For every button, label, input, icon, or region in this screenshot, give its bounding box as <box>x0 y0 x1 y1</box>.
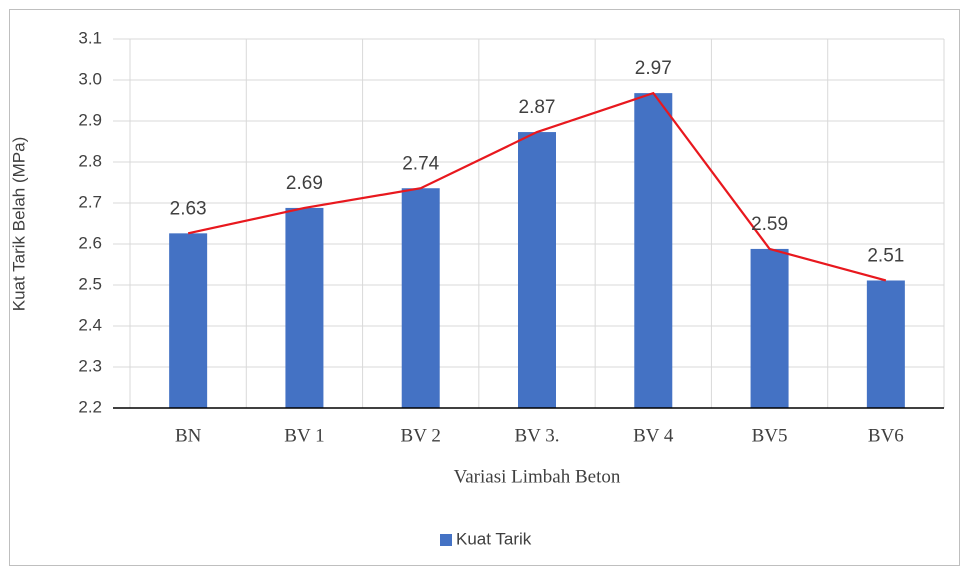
y-tick-label: 2.9 <box>78 110 102 129</box>
trend-line <box>187 91 887 282</box>
x-tick-label: BV6 <box>868 425 904 446</box>
legend-swatch <box>440 534 452 546</box>
legend-label: Kuat Tarik <box>456 529 532 548</box>
data-label: 2.69 <box>286 173 323 194</box>
y-tick-label: 2.2 <box>78 397 102 416</box>
x-tick-label: BV 4 <box>633 425 674 446</box>
y-tick-label: 2.4 <box>78 315 102 334</box>
bar <box>401 188 440 408</box>
data-label: 2.51 <box>867 246 904 267</box>
x-axis-label: Variasi Limbah Beton <box>454 466 621 487</box>
y-tick-label: 2.5 <box>78 274 102 293</box>
bar <box>866 280 905 408</box>
x-tick-label: BV 2 <box>401 425 441 446</box>
x-tick-label: BN <box>175 425 202 446</box>
y-tick-label: 2.8 <box>78 151 102 170</box>
data-label: 2.59 <box>751 214 788 235</box>
data-label: 2.87 <box>519 97 556 118</box>
data-label: 2.63 <box>170 198 207 219</box>
y-tick-label: 3.0 <box>78 69 102 88</box>
x-tick-label: BV 3. <box>514 425 559 446</box>
data-label: 2.74 <box>402 153 439 174</box>
y-axis-label: Kuat Tarik Belah (MPa) <box>9 137 28 311</box>
y-tick-label: 2.6 <box>78 233 102 252</box>
x-tick-label: BV5 <box>752 425 788 446</box>
y-tick-label: 3.1 <box>78 28 102 47</box>
bar <box>518 132 556 408</box>
chart-frame <box>9 9 960 566</box>
data-label: 2.97 <box>635 58 672 79</box>
y-tick-label: 2.7 <box>78 192 102 211</box>
bar <box>634 93 673 409</box>
bar <box>169 233 208 408</box>
x-tick-label: BV 1 <box>284 425 324 446</box>
y-tick-label: 2.3 <box>78 356 102 375</box>
bar <box>750 248 789 408</box>
bar <box>285 207 324 408</box>
